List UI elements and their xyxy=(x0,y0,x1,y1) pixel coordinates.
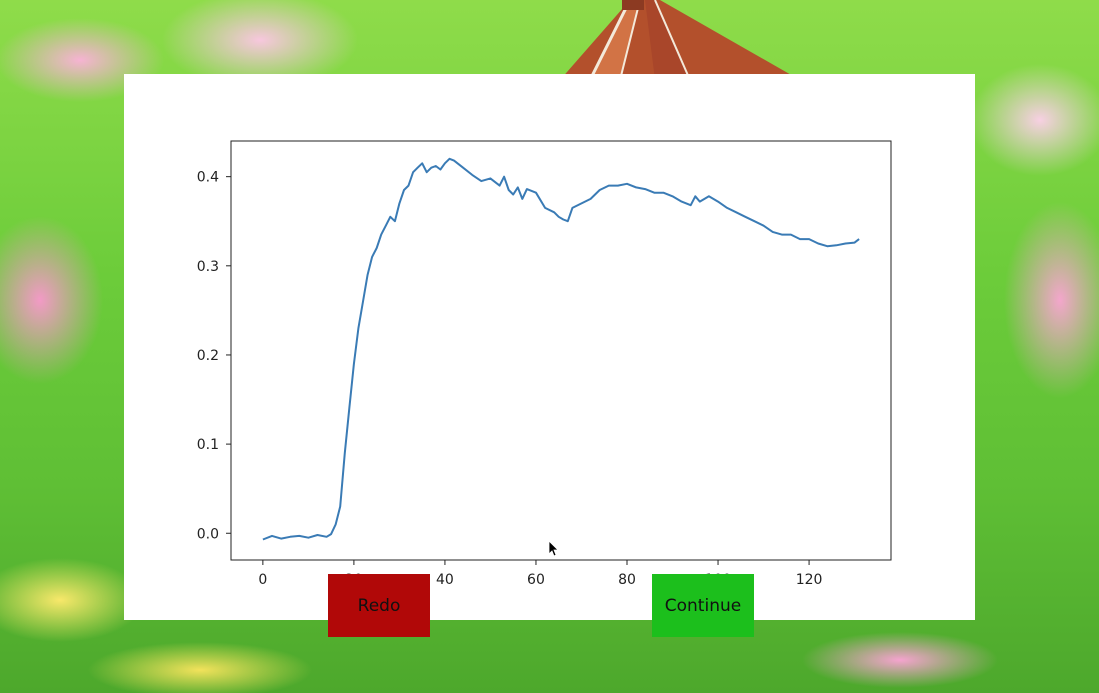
continue-button[interactable]: Continue xyxy=(652,574,754,637)
redo-button[interactable]: Redo xyxy=(328,574,430,637)
y-tick-label: 0.0 xyxy=(197,526,219,542)
x-tick-label: 80 xyxy=(618,572,636,588)
cottage-roof-image xyxy=(560,0,800,80)
x-tick-label: 60 xyxy=(527,572,545,588)
y-tick-label: 0.2 xyxy=(197,348,219,364)
line-chart: 0.00.10.20.30.4 020406080100120 xyxy=(197,140,892,588)
y-tick-label: 0.4 xyxy=(197,170,219,186)
x-tick-label: 120 xyxy=(796,572,823,588)
y-tick-label: 0.3 xyxy=(197,259,219,275)
mouse-cursor-icon xyxy=(549,541,559,557)
y-axis: 0.0 0.1 0.2 0.3 0.4 xyxy=(197,170,231,542)
plot-frame xyxy=(230,140,892,561)
x-tick-label: 40 xyxy=(436,572,454,588)
chart-panel: 0.00.10.20.30.4 020406080100120 xyxy=(124,74,975,620)
x-tick-label: 0 xyxy=(258,572,267,588)
series-line xyxy=(262,157,860,541)
y-tick-label: 0.1 xyxy=(197,437,219,453)
